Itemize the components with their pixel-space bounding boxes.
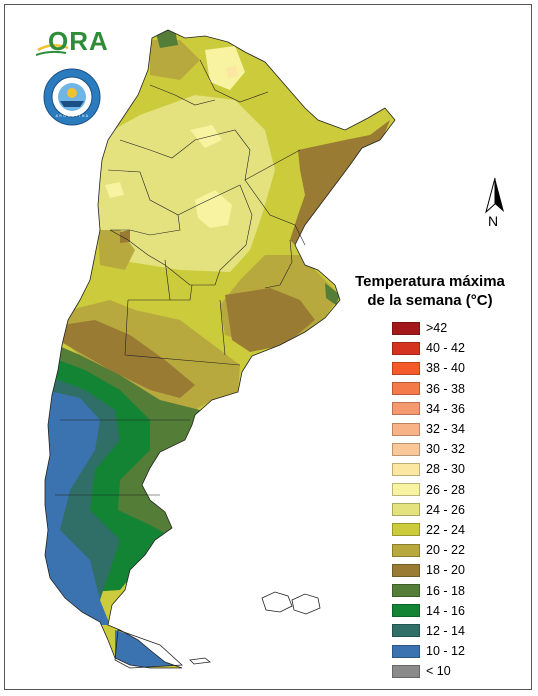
zone-28-30-spot — [226, 66, 238, 78]
legend-label: 26 - 28 — [426, 482, 465, 497]
zone-16-18-coast — [325, 283, 340, 305]
zone-26-28-north — [205, 46, 245, 90]
legend-item: 40 - 42 — [392, 338, 465, 358]
zone-24-26-north — [95, 95, 275, 272]
seal-caption: A R G E N T I N A — [55, 114, 89, 118]
legend-label: 34 - 36 — [426, 401, 465, 416]
legend-swatch — [392, 664, 420, 678]
legend-item: 24 - 26 — [392, 500, 465, 520]
legend-title-line1: Temperatura máxima — [355, 273, 505, 290]
malvinas-islands — [261, 591, 321, 615]
legend-item: 28 - 30 — [392, 459, 465, 479]
zone-18-20-buenos-aires — [225, 288, 315, 352]
legend-swatch — [392, 543, 420, 557]
legend-label: >42 — [426, 321, 448, 336]
legend-item: 26 - 28 — [392, 480, 465, 500]
legend-label: < 10 — [426, 664, 451, 679]
legend-swatch — [392, 402, 420, 416]
legend-label: 10 - 12 — [426, 644, 465, 659]
legend-swatch — [392, 644, 420, 658]
legend-swatch — [392, 624, 420, 638]
legend-swatch — [392, 563, 420, 577]
legend-swatch — [392, 361, 420, 375]
legend-swatch — [392, 483, 420, 497]
legend-swatch — [392, 321, 420, 335]
legend-item: 20 - 22 — [392, 540, 465, 560]
zone-20-22-north-tip — [150, 40, 200, 80]
legend-list: >42 40 - 42 38 - 40 36 - 38 34 - 36 32 - 34 30… — [392, 318, 465, 681]
legend-label: 22 - 24 — [426, 522, 465, 537]
legend-swatch — [392, 442, 420, 456]
legend-swatch — [392, 422, 420, 436]
legend-swatch — [392, 604, 420, 618]
legend-label: 28 - 30 — [426, 462, 465, 477]
zone-10-12-patagonia — [45, 390, 110, 625]
legend-item: 18 - 20 — [392, 560, 465, 580]
legend-item: < 10 — [392, 661, 465, 681]
legend-label: 24 - 26 — [426, 502, 465, 517]
legend-item: >42 — [392, 318, 465, 338]
legend-title-line2: de la semana (°C) — [367, 292, 493, 309]
north-label: N — [488, 213, 499, 229]
legend-title: Temperatura máxima de la semana (°C) — [330, 272, 530, 310]
legend-label: 14 - 16 — [426, 603, 465, 618]
temperature-zones — [45, 30, 390, 668]
legend-label: 16 - 18 — [426, 583, 465, 598]
legend-label: 40 - 42 — [426, 341, 465, 356]
legend-label: 30 - 32 — [426, 442, 465, 457]
north-arrow-icon — [485, 177, 504, 214]
zone-26-28-center — [195, 190, 232, 228]
legend-swatch — [392, 462, 420, 476]
legend-item: 16 - 18 — [392, 580, 465, 600]
legend-item: 36 - 38 — [392, 379, 465, 399]
zone-26-28-west — [105, 182, 124, 198]
legend-swatch — [392, 503, 420, 517]
ora-logo-text: ORA — [48, 26, 109, 56]
legend-label: 38 - 40 — [426, 361, 465, 376]
province-boundaries — [55, 59, 306, 496]
legend-item: 38 - 40 — [392, 358, 465, 378]
legend-label: 36 - 38 — [426, 381, 465, 396]
zone-16-18-north-tip — [155, 30, 178, 48]
legend-item: 10 - 12 — [392, 641, 465, 661]
smn-seal-icon — [43, 68, 101, 126]
tierra-del-fuego-outline — [114, 629, 183, 669]
legend-item: 32 - 34 — [392, 419, 465, 439]
legend-swatch — [392, 584, 420, 598]
legend-swatch — [392, 341, 420, 355]
legend-item: 14 - 16 — [392, 601, 465, 621]
zone-18-20-west-arc — [58, 320, 195, 398]
legend-swatch — [392, 523, 420, 537]
zone-26-28-tucuman — [190, 125, 222, 148]
isla-de-los-estados — [189, 657, 211, 665]
legend-label: 32 - 34 — [426, 422, 465, 437]
legend-item: 12 - 14 — [392, 621, 465, 641]
legend-item: 22 - 24 — [392, 520, 465, 540]
legend-label: 20 - 22 — [426, 543, 465, 558]
legend-item: 34 - 36 — [392, 399, 465, 419]
legend-item: 30 - 32 — [392, 439, 465, 459]
legend-swatch — [392, 382, 420, 396]
legend-label: 18 - 20 — [426, 563, 465, 578]
ora-logo — [36, 44, 69, 56]
legend-label: 12 - 14 — [426, 623, 465, 638]
